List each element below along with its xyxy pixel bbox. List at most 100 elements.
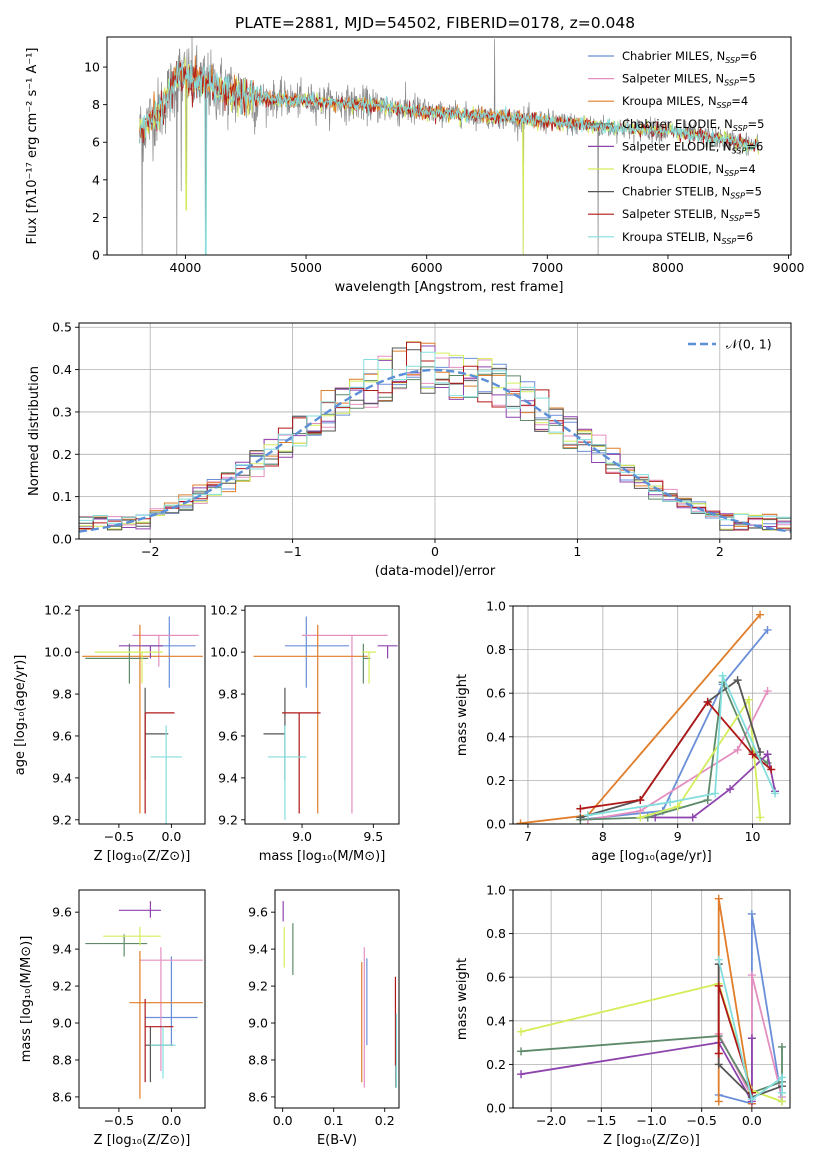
residual-histogram <box>79 347 791 531</box>
x-tick-label: 7000 <box>531 260 563 275</box>
weight-series <box>714 955 786 1104</box>
errorbar-point <box>284 616 350 688</box>
y-tick-label: 0.4 <box>486 1013 506 1028</box>
panel-age_vs_mass: 9.0 9.5 9.2 9.4 9.6 9.8 10.0 10.2 mass [log₁₀(M/… <box>210 603 400 864</box>
x-tick-label: −1.5 <box>586 1113 616 1128</box>
y-tick-label: 0.3 <box>52 404 72 419</box>
weight-series <box>714 894 756 1108</box>
plot-area <box>82 616 203 824</box>
x-tick-label: −0.5 <box>687 1113 717 1128</box>
axes-frame: 9.0 9.5 9.2 9.4 9.6 9.8 10.0 10.2 mass [log₁₀(M/… <box>210 603 400 864</box>
x-tick-label: 0 <box>431 544 439 559</box>
errorbar-point <box>377 645 398 659</box>
x-axis-label: (data-model)/error <box>375 564 496 579</box>
y-tick-label: 9.2 <box>52 812 72 827</box>
plot-area <box>139 37 759 255</box>
y-tick-label: 0.0 <box>486 817 506 832</box>
x-tick-label: 4000 <box>170 260 202 275</box>
errorbar-point <box>263 687 286 780</box>
y-tick-label: 9.6 <box>248 905 268 920</box>
y-tick-label: 10.0 <box>44 645 72 660</box>
weight-series <box>583 671 780 820</box>
weight-marker <box>763 687 772 696</box>
figure-title: PLATE=2881, MJD=54502, FIBERID=0178, z=0… <box>235 14 635 32</box>
x-tick-label: 0.0 <box>742 1113 762 1128</box>
y-tick-label: 0.0 <box>486 1101 506 1116</box>
y-tick-label: 0.4 <box>486 729 506 744</box>
axes-frame: −0.5 0.0 9.2 9.4 9.6 9.8 10.0 10.2 Z [log₁₀(Z/Z⊙… <box>13 603 206 864</box>
axes-border <box>78 889 206 1109</box>
y-axis-label: age [log₁₀(age/yr)] <box>13 655 28 776</box>
weight-marker <box>763 625 772 634</box>
legend-label: Chabrier MILES, NSSP=6 <box>622 49 757 65</box>
panel-ebv: 0.0 0.1 0.2 8.6 8.8 9.0 9.2 9.4 9.6 E(B-V) <box>248 889 400 1148</box>
x-tick-label: −1.0 <box>636 1113 666 1128</box>
weight-series <box>714 960 786 1102</box>
x-tick-label: 0.1 <box>324 1113 344 1128</box>
x-tick-label: 7 <box>524 829 532 844</box>
legend-label: Salpeter ELODIE, NSSP=6 <box>622 139 763 155</box>
weight-line <box>640 697 761 819</box>
weight-marker <box>651 813 660 822</box>
y-tick-label: 0.2 <box>486 773 506 788</box>
errorbar-point <box>103 926 161 946</box>
legend-label: Chabrier ELODIE, NSSP=5 <box>622 117 764 133</box>
weight-series <box>714 981 756 1097</box>
x-tick-label: 9 <box>674 829 682 844</box>
x-axis-label: Z [log₁₀(Z/Z⊙)] <box>94 1133 191 1148</box>
y-tick-label: 0.8 <box>486 642 506 657</box>
weight-marker <box>747 1034 756 1043</box>
weight-marker <box>718 671 727 680</box>
panel-weight_vs_Z: −2.0 −1.5 −1.0 −0.5 0.0 0.0 0.2 0.4 0.6 0.8 1.0 Z [… <box>455 883 791 1148</box>
weight-marker <box>517 1047 526 1056</box>
y-axis-label: mass weight <box>455 674 470 756</box>
panel-mass_vs_Z: −0.5 0.0 8.6 8.8 9.0 9.2 9.4 9.6 Z [log₁₀(Z/Z⊙)]… <box>19 889 206 1148</box>
errorbar-point <box>267 725 307 820</box>
x-axis-label: E(B-V) <box>317 1133 357 1148</box>
y-tick-label: 0.2 <box>486 1057 506 1072</box>
weight-marker <box>777 1073 786 1082</box>
y-tick-label: 0.4 <box>52 362 72 377</box>
weight-marker <box>714 894 723 903</box>
axes-frame: −0.5 0.0 8.6 8.8 9.0 9.2 9.4 9.6 Z [log₁₀(Z/Z⊙)]… <box>19 889 206 1148</box>
y-tick-label: 0.5 <box>52 320 72 335</box>
weight-marker <box>711 789 720 798</box>
y-axis-label: mass weight <box>455 958 470 1040</box>
weight-marker <box>666 798 675 807</box>
x-axis-label: Z [log₁₀(Z/Z⊙)] <box>603 1133 700 1148</box>
y-tick-label: 2 <box>92 210 100 225</box>
y-tick-label: 9.4 <box>52 770 72 785</box>
legend-label: Kroupa ELODIE, NSSP=4 <box>622 162 756 178</box>
y-tick-label: 9.6 <box>52 728 72 743</box>
axes-border <box>78 605 206 825</box>
weight-series <box>576 697 776 813</box>
weight-marker <box>747 971 756 980</box>
errorbar-point <box>118 901 161 918</box>
y-tick-label: 8.6 <box>248 1089 268 1104</box>
y-tick-label: 9.6 <box>52 905 72 920</box>
model-spectrum <box>139 61 759 255</box>
spectrum-legend: Chabrier MILES, NSSP=6 Salpeter MILES, NS… <box>588 49 764 246</box>
weight-line <box>718 913 783 1105</box>
x-tick-label: 0.0 <box>161 1113 181 1128</box>
weight-marker <box>673 802 682 811</box>
errorbar-point <box>85 934 148 957</box>
weight-marker <box>756 610 765 619</box>
x-tick-label: −2.0 <box>536 1113 566 1128</box>
errorbar-point <box>144 999 174 1083</box>
axes-frame: 4000 5000 6000 7000 8000 9000 0 2 4 6 8 10 wavelengt… <box>25 36 805 295</box>
y-tick-label: 9.4 <box>248 942 268 957</box>
y-tick-label: 1.0 <box>486 883 506 898</box>
y-tick-label: 9.0 <box>248 1016 268 1031</box>
y-tick-label: 0.6 <box>486 686 506 701</box>
weight-marker <box>636 813 645 822</box>
weight-marker <box>517 1070 526 1079</box>
y-tick-label: 10 <box>84 60 100 75</box>
weight-marker <box>576 804 585 813</box>
x-tick-label: 1 <box>573 544 581 559</box>
y-tick-label: 6 <box>92 135 100 150</box>
axes-frame: 7 8 9 10 0.0 0.2 0.4 0.6 0.8 1.0 age [log₁₀(age/yr… <box>455 599 791 864</box>
x-tick-label: −0.5 <box>104 829 134 844</box>
plot-area <box>282 901 398 1088</box>
weight-marker <box>714 981 723 990</box>
